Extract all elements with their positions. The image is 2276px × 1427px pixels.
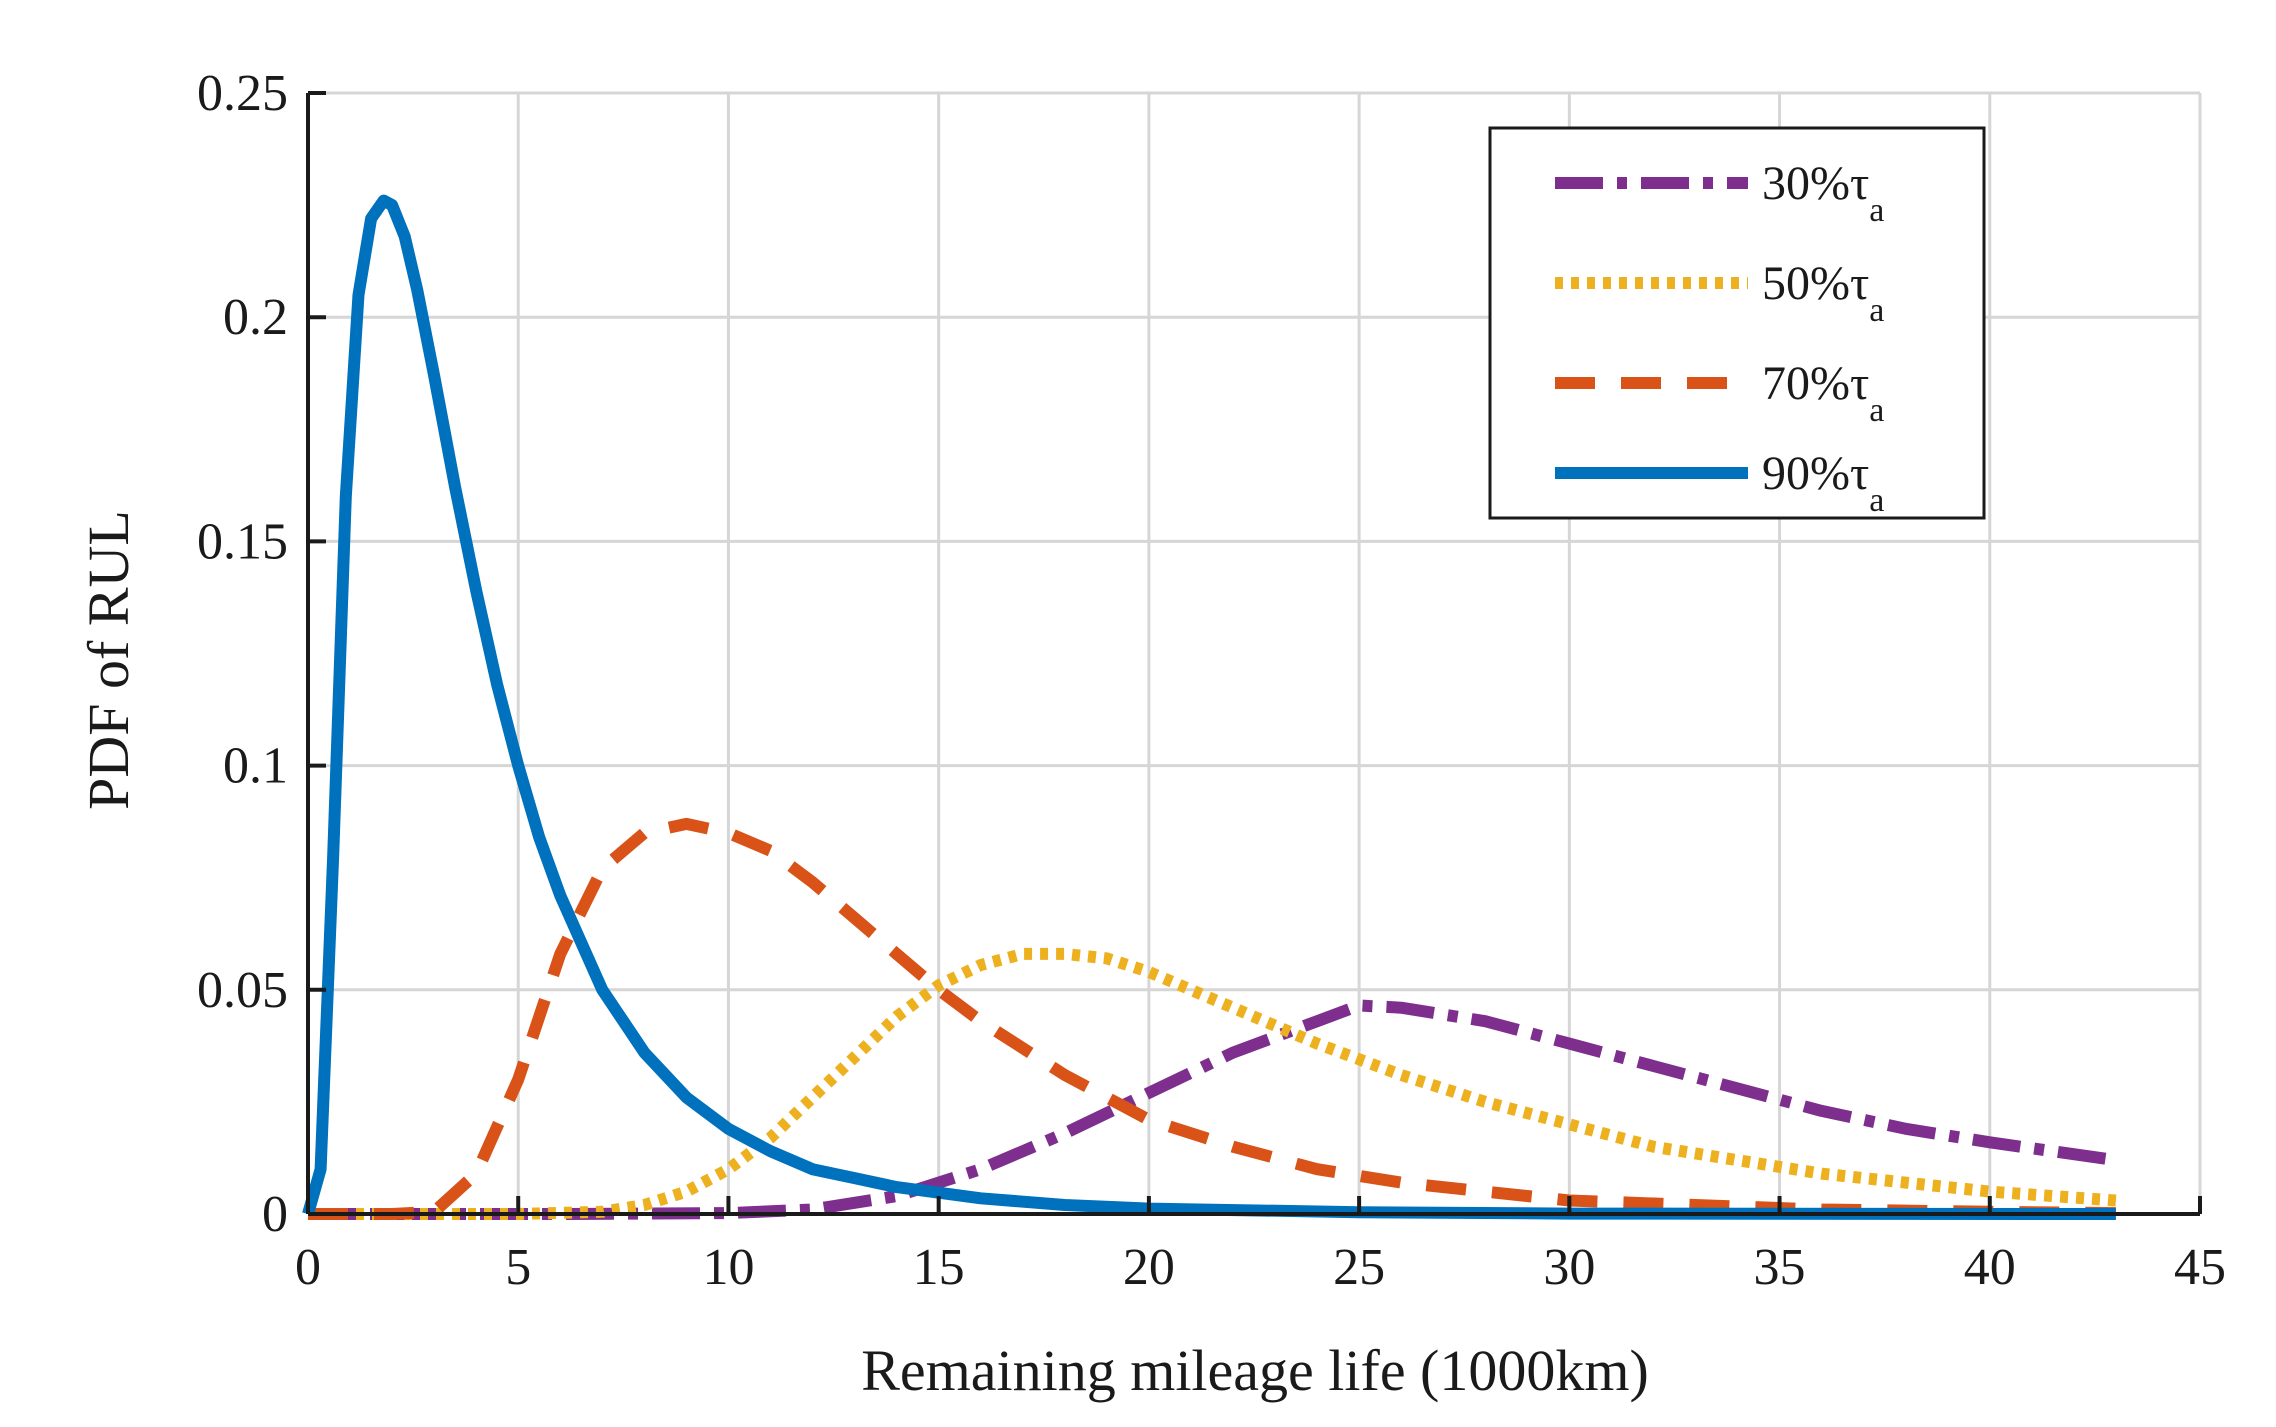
x-tick-label-5: 25: [1333, 1239, 1385, 1296]
series-lines: [302, 194, 2117, 1220]
x-tick-label-0: 0: [295, 1239, 321, 1296]
legend-box: [1488, 126, 1986, 520]
x-tick-label-3: 15: [913, 1239, 965, 1296]
legend-label-3: 90%τa: [1762, 447, 1884, 519]
y-tick-label-4: 0.2: [223, 289, 288, 346]
legend-label-1: 50%τa: [1762, 257, 1884, 329]
series-line-1: [308, 947, 2117, 1220]
series-line-0: [308, 999, 2117, 1220]
y-tick-label-5: 0.25: [197, 65, 288, 122]
x-axis-title: Remaining mileage life (1000km): [861, 1338, 1649, 1403]
legend: 30%τa 50%τa 70%τa 90%τa: [1488, 126, 1986, 520]
y-tick-label-1: 0.05: [197, 962, 288, 1019]
tick-labels: 0 5 10 15 20 25 30 35 40 45 0 0.05 0.1 0.15 0.2 0.25: [197, 65, 2226, 1296]
y-tick-label-3: 0.15: [197, 513, 288, 570]
y-tick-label-2: 0.1: [223, 738, 288, 795]
x-tick-label-7: 35: [1754, 1239, 1806, 1296]
x-tick-label-1: 5: [505, 1239, 531, 1296]
x-tick-label-2: 10: [702, 1239, 754, 1296]
x-tick-label-9: 45: [2174, 1239, 2226, 1296]
series-line-3: [302, 194, 2116, 1220]
legend-label-2: 70%τa: [1762, 357, 1884, 429]
y-tick-label-0: 0: [262, 1186, 288, 1243]
x-tick-label-4: 20: [1123, 1239, 1175, 1296]
axes: [306, 91, 2202, 1216]
series-line-2: [308, 817, 2116, 1220]
y-axis-title: PDF of RUL: [76, 510, 141, 810]
legend-label-0: 30%τa: [1762, 157, 1884, 229]
x-tick-label-6: 30: [1543, 1239, 1595, 1296]
x-tick-label-8: 40: [1964, 1239, 2016, 1296]
